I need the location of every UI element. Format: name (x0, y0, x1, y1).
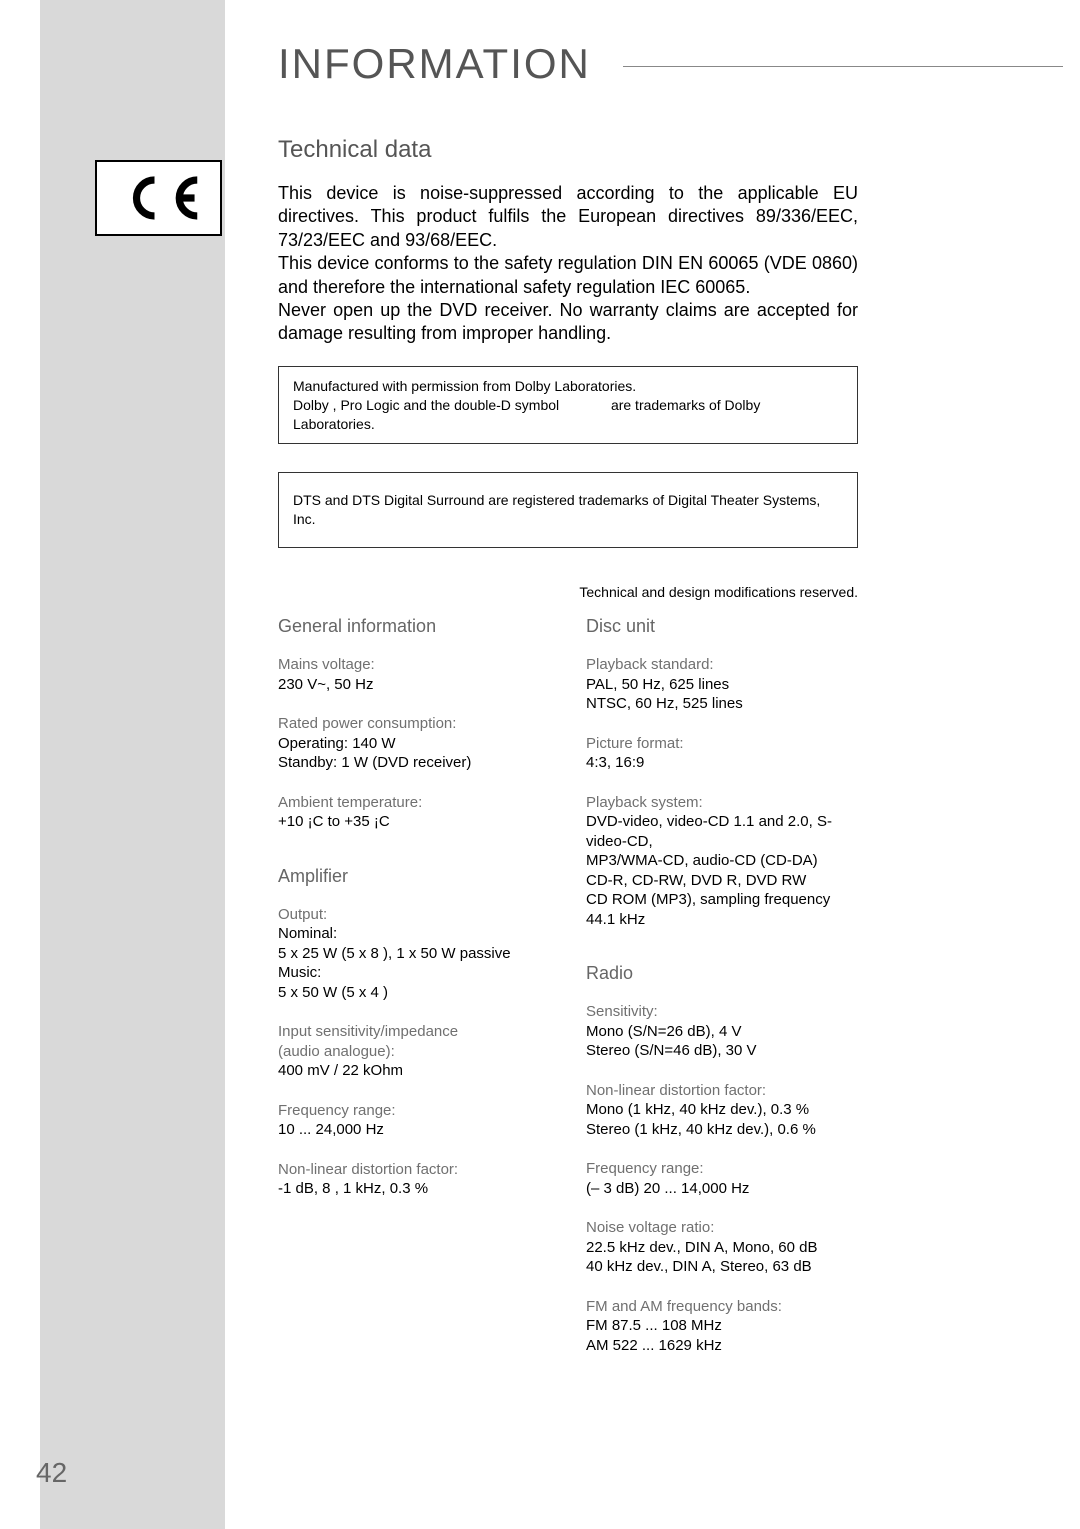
ce-mark-box (95, 160, 222, 236)
playsys-value-1: DVD-video, video-CD 1.1 and 2.0, S-video… (586, 812, 858, 851)
radio-dist-value-2: Stereo (1 kHz, 40 kHz dev.), 0.6 % (586, 1120, 858, 1140)
ce-mark-icon (114, 173, 204, 223)
dolby-trademark-box: Manufactured with permission from Dolby … (278, 366, 858, 445)
sens-value-2: Stereo (S/N=46 dB), 30 V (586, 1041, 858, 1061)
spec-radio-distortion: Non-linear distortion factor: Mono (1 kH… (586, 1081, 858, 1140)
spec-ambient: Ambient temperature: +10 ¡C to +35 ¡C (278, 793, 550, 832)
amp-freq-value: 10 ... 24,000 Hz (278, 1120, 550, 1140)
intro-paragraph-2: This device conforms to the safety regul… (278, 252, 858, 299)
amp-dist-value: -1 dB, 8 , 1 kHz, 0.3 % (278, 1179, 550, 1199)
spec-noise-ratio: Noise voltage ratio: 22.5 kHz dev., DIN … (586, 1218, 858, 1277)
spec-columns: General information Mains voltage: 230 V… (278, 616, 858, 1375)
amp-freq-label: Frequency range: (278, 1101, 550, 1121)
spec-sensitivity: Sensitivity: Mono (S/N=26 dB), 4 V Stere… (586, 1002, 858, 1061)
output-music-label: Music: (278, 963, 550, 983)
spec-amp-freq: Frequency range: 10 ... 24,000 Hz (278, 1101, 550, 1140)
noise-value-2: 40 kHz dev., DIN A, Stereo, 63 dB (586, 1257, 858, 1277)
spec-playback-system: Playback system: DVD-video, video-CD 1.1… (586, 793, 858, 930)
radio-freq-label: Frequency range: (586, 1159, 858, 1179)
section-amplifier: Amplifier (278, 866, 550, 887)
title-rule (623, 66, 1063, 67)
noise-value-1: 22.5 kHz dev., DIN A, Mono, 60 dB (586, 1238, 858, 1258)
spec-output: Output: Nominal: 5 x 25 W (5 x 8 ), 1 x … (278, 905, 550, 1003)
modifications-note: Technical and design modifications reser… (278, 584, 858, 600)
dts-trademark-box: DTS and DTS Digital Surround are registe… (278, 472, 858, 548)
spec-picture-format: Picture format: 4:3, 16:9 (586, 734, 858, 773)
radio-dist-value-1: Mono (1 kHz, 40 kHz dev.), 0.3 % (586, 1100, 858, 1120)
ambient-value: +10 ¡C to +35 ¡C (278, 812, 550, 832)
spec-radio-freq: Frequency range: (– 3 dB) 20 ... 14,000 … (586, 1159, 858, 1198)
bands-value-1: FM 87.5 ... 108 MHz (586, 1316, 858, 1336)
spec-freq-bands: FM and AM frequency bands: FM 87.5 ... 1… (586, 1297, 858, 1356)
section-technical-data: Technical data (278, 136, 858, 164)
radio-dist-label: Non-linear distortion factor: (586, 1081, 858, 1101)
section-general-information: General information (278, 616, 550, 637)
section-radio: Radio (586, 963, 858, 984)
playsys-value-4: CD ROM (MP3), sampling frequency 44.1 kH… (586, 890, 858, 929)
playsys-label: Playback system: (586, 793, 858, 813)
input-value: 400 mV / 22 kOhm (278, 1061, 550, 1081)
picfmt-label: Picture format: (586, 734, 858, 754)
dts-line: DTS and DTS Digital Surround are registe… (293, 491, 843, 529)
dolby-line-2a: Dolby , Pro Logic and the double-D symbo… (293, 397, 559, 413)
dolby-line-1: Manufactured with permission from Dolby … (293, 377, 843, 396)
mains-label: Mains voltage: (278, 655, 550, 675)
spec-mains: Mains voltage: 230 V~, 50 Hz (278, 655, 550, 694)
page-title-text: INFORMATION (278, 40, 591, 87)
manual-page: 42 INFORMATION Technical data This devic… (0, 0, 1080, 1529)
mains-value: 230 V~, 50 Hz (278, 675, 550, 695)
input-label-2: (audio analogue): (278, 1042, 550, 1062)
ambient-label: Ambient temperature: (278, 793, 550, 813)
input-label-1: Input sensitivity/impedance (278, 1022, 550, 1042)
spec-input-sens: Input sensitivity/impedance (audio analo… (278, 1022, 550, 1081)
radio-freq-value: (– 3 dB) 20 ... 14,000 Hz (586, 1179, 858, 1199)
intro-paragraph-3: Never open up the DVD receiver. No warra… (278, 299, 858, 346)
rated-operating: Operating: 140 W (278, 734, 550, 754)
rated-label: Rated power consumption: (278, 714, 550, 734)
picfmt-value: 4:3, 16:9 (586, 753, 858, 773)
playsys-value-3: CD-R, CD-RW, DVD R, DVD RW (586, 871, 858, 891)
dolby-line-2: Dolby , Pro Logic and the double-D symbo… (293, 396, 843, 434)
output-nominal-value: 5 x 25 W (5 x 8 ), 1 x 50 W passive (278, 944, 550, 964)
playback-std-value-1: PAL, 50 Hz, 625 lines (586, 675, 858, 695)
bands-value-2: AM 522 ... 1629 kHz (586, 1336, 858, 1356)
sens-value-1: Mono (S/N=26 dB), 4 V (586, 1022, 858, 1042)
playback-std-label: Playback standard: (586, 655, 858, 675)
sens-label: Sensitivity: (586, 1002, 858, 1022)
spec-playback-standard: Playback standard: PAL, 50 Hz, 625 lines… (586, 655, 858, 714)
page-title: INFORMATION (278, 40, 858, 88)
noise-label: Noise voltage ratio: (586, 1218, 858, 1238)
output-nominal-label: Nominal: (278, 924, 550, 944)
output-label: Output: (278, 905, 550, 925)
content-area: INFORMATION Technical data This device i… (278, 40, 858, 1375)
bands-label: FM and AM frequency bands: (586, 1297, 858, 1317)
intro-paragraph-1: This device is noise-suppressed accordin… (278, 182, 858, 252)
spec-amp-distortion: Non-linear distortion factor: -1 dB, 8 ,… (278, 1160, 550, 1199)
output-music-value: 5 x 50 W (5 x 4 ) (278, 983, 550, 1003)
spec-rated-power: Rated power consumption: Operating: 140 … (278, 714, 550, 773)
rated-standby: Standby: 1 W (DVD receiver) (278, 753, 550, 773)
amp-dist-label: Non-linear distortion factor: (278, 1160, 550, 1180)
section-disc-unit: Disc unit (586, 616, 858, 637)
left-column: General information Mains voltage: 230 V… (278, 616, 550, 1375)
page-number: 42 (36, 1457, 67, 1489)
playback-std-value-2: NTSC, 60 Hz, 525 lines (586, 694, 858, 714)
playsys-value-2: MP3/WMA-CD, audio-CD (CD-DA) (586, 851, 858, 871)
right-column: Disc unit Playback standard: PAL, 50 Hz,… (586, 616, 858, 1375)
